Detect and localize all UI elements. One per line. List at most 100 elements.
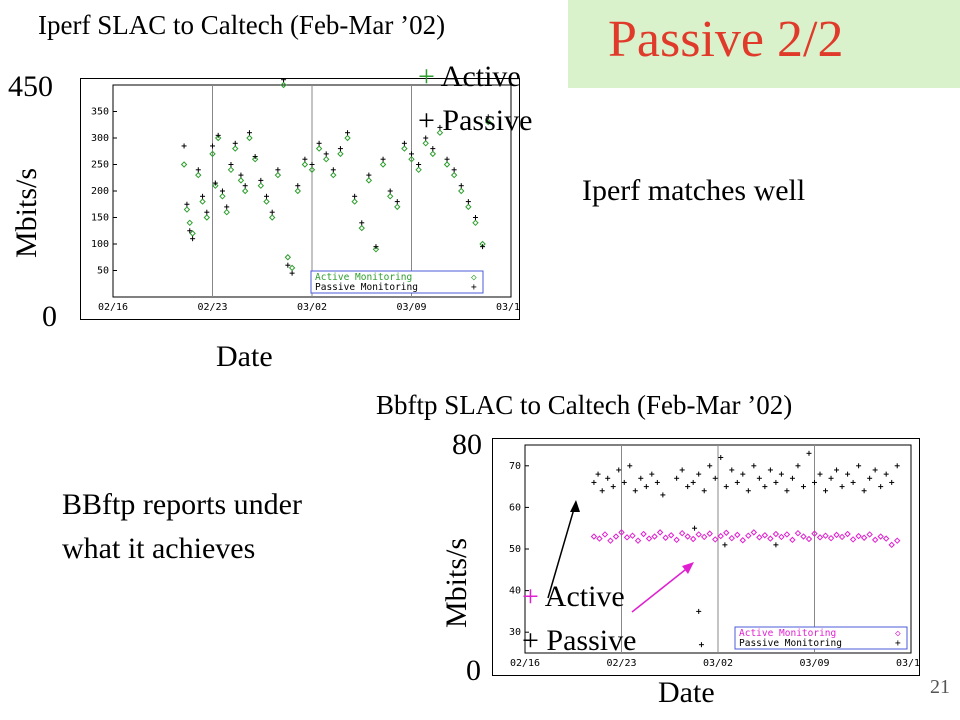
active-point (778, 533, 785, 541)
passive-point (591, 479, 597, 485)
bbftp-plot-frame: 02/16 02/23 03/02 03/09 03/16 30 40 50 60 70 Activ… (492, 438, 926, 676)
active-point (866, 531, 873, 538)
active-point (882, 535, 890, 542)
inner-legend-label: Passive Monitoring (315, 282, 418, 293)
active-point (358, 224, 365, 232)
slide-title: Passive 2/2 (608, 11, 844, 68)
active-point (877, 533, 884, 540)
passive-point (246, 130, 252, 136)
passive-point (285, 262, 291, 268)
active-point (667, 532, 675, 539)
active-point (761, 532, 769, 539)
passive-point (690, 479, 696, 485)
inner-legend-marker: ◇ (471, 272, 477, 283)
active-point (337, 150, 344, 158)
x-tick-label: 02/16 (510, 658, 540, 669)
passive-point (599, 488, 605, 494)
passive-point (751, 463, 757, 469)
active-point (443, 161, 451, 168)
active-point (246, 134, 253, 142)
passive-point (845, 471, 851, 477)
bbftp-y-top-label: 80 (452, 428, 482, 461)
active-point (386, 193, 394, 200)
active-point (186, 219, 193, 227)
passive-point (232, 140, 238, 146)
passive-point (423, 135, 429, 141)
bbftp-note-line2: what it achieves (62, 532, 256, 565)
passive-point (823, 488, 829, 494)
active-point (651, 533, 658, 540)
active-point (429, 150, 437, 158)
active-point (706, 530, 713, 537)
active-point (612, 533, 620, 540)
passive-point (281, 77, 287, 83)
passive-point (610, 484, 616, 490)
active-point (212, 182, 219, 189)
bbftp-overlay-legend-passive: + Passive (522, 624, 636, 658)
passive-point (212, 180, 218, 186)
passive-point (789, 475, 795, 481)
passive-point (643, 484, 649, 490)
passive-point (258, 177, 264, 183)
passive-point (409, 151, 414, 157)
active-point (436, 129, 444, 136)
passive-point (795, 463, 801, 469)
passive-point (444, 156, 450, 162)
passive-point (685, 484, 691, 490)
y-tick-label: 50 (509, 544, 521, 555)
active-point (232, 145, 239, 152)
passive-point (828, 475, 834, 481)
iperf-chart-title: Iperf SLAC to Caltech (Feb-Mar ’02) (38, 10, 446, 40)
passive-point (889, 479, 895, 485)
active-point (214, 134, 222, 142)
passive-point (867, 475, 873, 481)
active-point (195, 171, 202, 179)
passive-plus-icon: + (522, 624, 539, 657)
active-point (344, 134, 351, 142)
active-point (330, 171, 337, 179)
active-point (237, 177, 245, 184)
active-point (860, 534, 868, 541)
active-point (645, 535, 653, 542)
iperf-plot-frame: 02/16 02/23 03/02 03/09 03/16 50 100 150 200 250 3… (80, 77, 526, 320)
active-point (223, 208, 230, 216)
passive-point (800, 484, 806, 490)
iperf-y-top-label: 450 (8, 70, 53, 103)
passive-point (437, 124, 443, 130)
passive-point (366, 172, 372, 178)
y-tick-label: 50 (97, 266, 109, 277)
active-point (308, 166, 316, 174)
y-tick-label: 60 (509, 502, 521, 513)
passive-point (627, 463, 633, 469)
passive-point (480, 244, 486, 250)
passive-point (701, 488, 707, 494)
inner-legend-label: Passive Monitoring (739, 638, 842, 649)
active-point (372, 246, 380, 253)
passive-point (696, 608, 702, 614)
active-point (183, 206, 191, 213)
active-point (596, 535, 603, 542)
passive-point (380, 156, 386, 162)
active-point (607, 537, 614, 544)
passive-point (723, 484, 729, 490)
passive-point (856, 463, 862, 469)
active-point (739, 537, 747, 544)
active-point (656, 529, 664, 536)
active-point (745, 532, 752, 539)
passive-point (323, 151, 329, 157)
x-tick-label: 02/16 (98, 302, 128, 313)
passive-point (430, 146, 436, 152)
bbftp-y-bottom-label: 0 (466, 654, 481, 687)
active-point (408, 155, 415, 163)
inner-legend-marker: ◇ (895, 628, 901, 639)
passive-point (195, 167, 201, 173)
passive-point (616, 467, 622, 473)
active-point (789, 536, 796, 544)
inner-legend-label: Active Monitoring (739, 628, 836, 639)
active-point (465, 203, 472, 211)
active-point (855, 532, 862, 540)
active-point (401, 145, 408, 152)
passive-point (621, 479, 627, 485)
passive-point (485, 114, 491, 120)
passive-point (654, 479, 660, 485)
